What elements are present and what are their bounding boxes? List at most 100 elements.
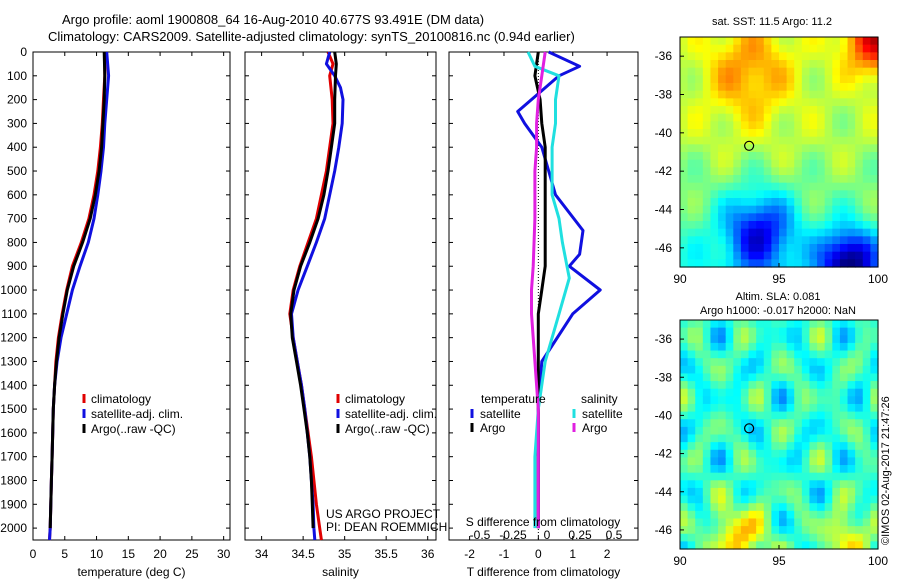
heatmap-cell [718, 136, 727, 145]
heatmap-cell [748, 510, 757, 520]
heatmap-cell [817, 221, 826, 230]
heatmap-cell [839, 167, 849, 176]
heatmap-cell [824, 533, 833, 542]
heatmap-cell [756, 228, 765, 237]
heatmap-cell [718, 541, 727, 550]
heatmap-cell [725, 37, 734, 46]
heatmap-cell [771, 403, 780, 413]
heatmap-cell [824, 60, 833, 69]
heatmap-cell [702, 541, 712, 550]
heatmap-cell [733, 129, 742, 138]
heatmap-cell [725, 129, 734, 138]
heatmap-cell [725, 190, 734, 199]
heatmap-cell [862, 335, 871, 344]
heatmap-cell [740, 373, 750, 382]
heatmap-cell [779, 526, 788, 535]
heatmap-cell [870, 419, 879, 428]
heatmap-cell [725, 167, 734, 176]
heatmap-cell [756, 518, 765, 527]
heatmap-cell [680, 152, 689, 161]
heatmap-cell [794, 350, 803, 359]
heatmap-cell [817, 190, 826, 199]
heatmap-cell [748, 259, 757, 268]
heatmap-cell [801, 136, 811, 145]
heatmap-cell [718, 449, 727, 458]
depth-tick-label: 1600 [0, 426, 27, 440]
heatmap-cell [801, 533, 811, 542]
heatmap-cell [733, 449, 742, 458]
heatmap-cell [779, 472, 788, 481]
heatmap-cell [725, 83, 734, 92]
heatmap-cell [695, 37, 704, 46]
heatmap-cell [771, 198, 780, 207]
heatmap-cell [718, 320, 727, 329]
heatmap-cell [801, 90, 811, 99]
heatmap-cell [779, 251, 788, 260]
heatmap-cell [817, 388, 826, 397]
heatmap-cell [680, 113, 689, 122]
heatmap-cell [817, 510, 826, 520]
heatmap-cell [801, 236, 811, 245]
heatmap-cell [695, 67, 704, 76]
heatmap-cell [710, 113, 719, 122]
heatmap-cell [680, 457, 689, 466]
heatmap-cell [756, 381, 765, 390]
heatmap-cell [710, 342, 719, 352]
heatmap-cell [710, 457, 719, 466]
heatmap-cell [817, 205, 826, 214]
heatmap-cell [786, 457, 795, 466]
heatmap-cell [680, 144, 689, 153]
heatmap-cell [847, 129, 856, 138]
heatmap-cell [862, 144, 871, 153]
heatmap-cell [809, 113, 818, 122]
heatmap-cell [786, 175, 795, 184]
x-tick-label-top: -0.5 [470, 528, 491, 542]
heatmap-cell [680, 465, 689, 474]
heatmap-cell [862, 251, 871, 260]
heatmap-cell [756, 52, 765, 61]
heatmap-cell [786, 411, 795, 420]
heatmap-cell [855, 136, 864, 145]
heatmap-cell [740, 495, 750, 504]
heatmap-cell [695, 259, 704, 268]
heatmap-cell [786, 259, 795, 268]
heatmap-cell [771, 159, 780, 168]
heatmap-cell [786, 37, 795, 46]
heatmap-cell [680, 75, 689, 84]
heatmap-cell [817, 411, 826, 420]
heatmap-cell [786, 358, 795, 367]
heatmap-cell [824, 198, 833, 207]
heatmap-cell [786, 541, 795, 550]
x-tick-label: 30 [217, 547, 231, 561]
heatmap-cell [725, 175, 734, 184]
heatmap-cell [824, 52, 833, 61]
heatmap-cell [725, 159, 734, 168]
heatmap-cell [748, 480, 757, 489]
heatmap-cell [718, 487, 727, 497]
x-tick-label-top: -0.25 [499, 528, 527, 542]
heatmap-cell [748, 228, 757, 237]
heatmap-cell [862, 213, 871, 222]
heatmap-cell [680, 335, 689, 344]
heatmap-cell [687, 259, 696, 268]
map-y-tick-label: -44 [655, 485, 673, 499]
heatmap-cell [801, 388, 811, 397]
heatmap-cell [756, 541, 765, 550]
heatmap-cell [702, 205, 712, 214]
heatmap-cell [809, 327, 818, 336]
heatmap-cell [870, 396, 879, 405]
x-tick-label: 15 [122, 547, 136, 561]
heatmap-cell [680, 510, 689, 520]
heatmap-cell [771, 144, 780, 153]
heatmap-cell [824, 90, 833, 99]
heatmap-cell [718, 182, 727, 191]
heatmap-cell [786, 426, 795, 436]
heatmap-cell [824, 106, 833, 115]
heatmap-cell [779, 350, 788, 359]
heatmap-cell [687, 236, 696, 245]
heatmap-cell [794, 518, 803, 527]
heatmap-cell [855, 396, 864, 405]
heatmap-cell [862, 121, 871, 130]
heatmap-cell [740, 259, 750, 268]
legend-label: Argo [582, 421, 608, 435]
